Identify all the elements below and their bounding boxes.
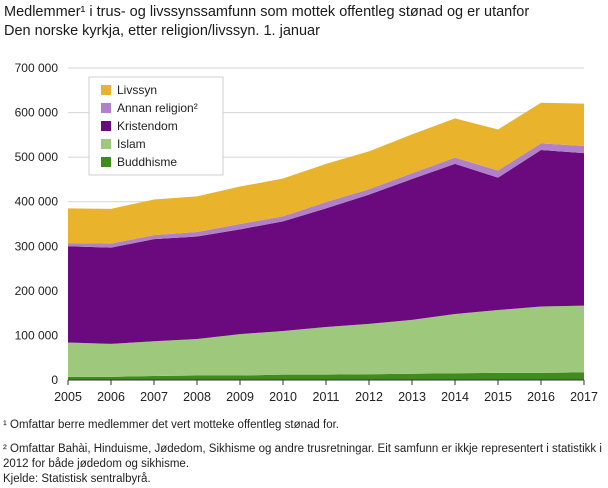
x-tick-label-2013: 2013 <box>398 390 426 404</box>
x-tick-label-2006: 2006 <box>97 390 125 404</box>
y-tick-label-7: 700 000 <box>15 61 59 75</box>
y-tick-label-5: 500 000 <box>15 150 59 164</box>
legend-swatch-kristendom <box>101 121 111 131</box>
chart-title-line-2: Den norske kyrkja, etter religion/livssy… <box>4 23 320 39</box>
legend-label-islam: Islam <box>117 137 146 151</box>
legend-box <box>88 76 224 176</box>
x-tick-label-2014: 2014 <box>441 390 469 404</box>
x-tick-label-2010: 2010 <box>269 390 297 404</box>
area-livssyn <box>68 102 584 244</box>
y-tick-label-3: 300 000 <box>15 239 59 253</box>
footnotes: ¹ Omfattar berre medlemmer det vert mott… <box>3 418 605 487</box>
legend-label-livssyn: Livssyn <box>117 83 157 97</box>
area-islam <box>68 305 584 377</box>
x-tick-labels: 2005 2006 2007 2008 2009 2010 2011 2012 2013 2014… <box>54 390 598 404</box>
legend: Livssyn Annan religion² Kristendom Islam Bud… <box>88 76 224 176</box>
footnote-2: ² Omfattar Bahài, Hinduisme, Jødedom, Si… <box>3 443 602 470</box>
axes <box>67 379 585 385</box>
legend-swatch-annan-religion- <box>101 103 111 113</box>
x-tick-label-2005: 2005 <box>54 390 82 404</box>
x-tick-label-2011: 2011 <box>313 390 340 404</box>
legend-swatch-livssyn <box>101 85 111 95</box>
legend-label-annan-religion-: Annan religion² <box>117 101 198 115</box>
footnote-1: ¹ Omfattar berre medlemmer det vert mott… <box>3 419 339 431</box>
x-tick-label-2016: 2016 <box>527 390 555 404</box>
legend-swatch-islam <box>101 139 111 149</box>
y-tick-label-6: 600 000 <box>15 106 59 120</box>
y-tick-label-2: 200 000 <box>15 284 59 298</box>
x-tick-label-2008: 2008 <box>183 390 211 404</box>
legend-label-buddhisme: Buddhisme <box>117 155 177 169</box>
area-chart: 0 100 000 200 000 300 000 400 000 500 000 600 … <box>15 61 598 404</box>
chart-title-line-1: Medlemmer¹ i trus- og livssynssamfunn so… <box>4 4 530 20</box>
y-tick-labels: 0 100 000 200 000 300 000 400 000 500 000 600 … <box>15 61 59 387</box>
x-tick-label-2012: 2012 <box>355 390 383 404</box>
x-tick-label-2017: 2017 <box>570 390 598 404</box>
legend-swatch-buddhisme <box>101 157 111 167</box>
area-kristendom <box>68 150 584 344</box>
x-tick-label-2009: 2009 <box>226 390 254 404</box>
stacked-areas <box>68 102 584 380</box>
source-note: Kjelde: Statistisk sentralbyrå. <box>3 473 151 485</box>
x-tick-label-2007: 2007 <box>140 390 168 404</box>
area-buddhisme <box>68 372 584 380</box>
x-tick-label-2015: 2015 <box>484 390 512 404</box>
area-annan-religion- <box>68 143 584 248</box>
y-tick-label-1: 100 000 <box>15 328 59 342</box>
chart-title: Medlemmer¹ i trus- og livssynssamfunn so… <box>4 3 604 41</box>
y-tick-label-4: 400 000 <box>15 195 59 209</box>
y-tick-label-0: 0 <box>51 373 58 387</box>
legend-label-kristendom: Kristendom <box>117 119 178 133</box>
